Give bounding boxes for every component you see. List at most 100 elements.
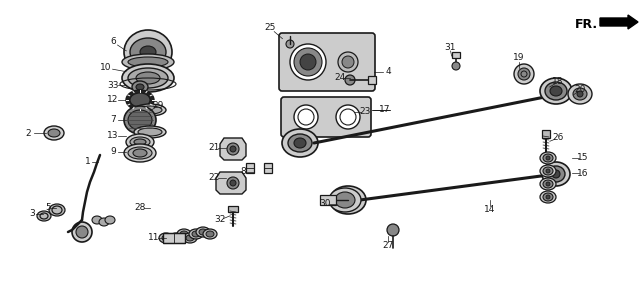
- Circle shape: [342, 56, 354, 68]
- Ellipse shape: [573, 88, 587, 100]
- Ellipse shape: [335, 192, 355, 208]
- Ellipse shape: [134, 126, 166, 138]
- Ellipse shape: [132, 81, 148, 93]
- Ellipse shape: [199, 229, 207, 235]
- Circle shape: [227, 177, 239, 189]
- Text: 22: 22: [209, 173, 220, 182]
- Ellipse shape: [126, 134, 154, 150]
- FancyArrow shape: [600, 15, 638, 29]
- FancyBboxPatch shape: [279, 33, 375, 91]
- Ellipse shape: [540, 78, 572, 104]
- Text: 32: 32: [214, 216, 226, 225]
- Ellipse shape: [128, 68, 168, 88]
- Ellipse shape: [48, 129, 60, 137]
- Ellipse shape: [122, 54, 174, 70]
- Ellipse shape: [177, 229, 191, 239]
- Ellipse shape: [136, 84, 144, 90]
- Ellipse shape: [140, 46, 156, 58]
- Text: 7: 7: [110, 115, 116, 124]
- Text: 26: 26: [552, 133, 564, 142]
- Circle shape: [230, 146, 236, 152]
- Text: 1: 1: [85, 157, 91, 167]
- Ellipse shape: [545, 82, 567, 100]
- Bar: [163, 233, 185, 243]
- FancyBboxPatch shape: [281, 97, 371, 137]
- Ellipse shape: [329, 188, 361, 212]
- Text: 30: 30: [319, 200, 331, 209]
- Circle shape: [290, 44, 326, 80]
- Ellipse shape: [518, 68, 530, 80]
- Text: 11: 11: [148, 234, 160, 243]
- Text: 17: 17: [380, 105, 391, 114]
- Bar: [264, 163, 272, 173]
- Ellipse shape: [196, 227, 210, 237]
- Ellipse shape: [124, 30, 172, 74]
- Ellipse shape: [128, 110, 152, 130]
- Ellipse shape: [172, 235, 180, 241]
- Ellipse shape: [138, 106, 162, 114]
- Bar: [320, 195, 336, 205]
- Ellipse shape: [124, 144, 156, 162]
- Ellipse shape: [136, 72, 160, 84]
- Ellipse shape: [130, 93, 150, 107]
- Ellipse shape: [330, 186, 366, 214]
- Text: FR.: FR.: [575, 18, 598, 31]
- Text: 23: 23: [359, 108, 371, 117]
- Circle shape: [546, 195, 550, 199]
- Text: 21: 21: [208, 144, 220, 153]
- Ellipse shape: [128, 57, 168, 67]
- Ellipse shape: [128, 147, 152, 159]
- Text: 20: 20: [574, 85, 586, 94]
- Text: 4: 4: [385, 67, 391, 76]
- Circle shape: [452, 62, 460, 70]
- Circle shape: [546, 169, 550, 173]
- Ellipse shape: [169, 233, 183, 243]
- Text: 31: 31: [444, 44, 456, 53]
- Ellipse shape: [568, 84, 592, 104]
- Ellipse shape: [294, 138, 306, 148]
- Ellipse shape: [336, 191, 360, 209]
- Ellipse shape: [540, 165, 556, 177]
- Text: 29: 29: [152, 101, 164, 110]
- Ellipse shape: [543, 167, 553, 175]
- Circle shape: [294, 48, 322, 76]
- Ellipse shape: [577, 91, 583, 97]
- Ellipse shape: [122, 64, 174, 92]
- Ellipse shape: [44, 126, 64, 140]
- Ellipse shape: [134, 139, 146, 145]
- Circle shape: [294, 105, 318, 129]
- Ellipse shape: [99, 218, 109, 226]
- Text: 2: 2: [25, 128, 31, 137]
- Ellipse shape: [162, 235, 170, 241]
- Ellipse shape: [203, 229, 217, 239]
- Bar: [368, 76, 376, 84]
- Circle shape: [338, 52, 358, 72]
- Ellipse shape: [130, 38, 166, 66]
- Text: 12: 12: [108, 96, 118, 105]
- Ellipse shape: [126, 90, 154, 110]
- Text: 16: 16: [577, 169, 589, 178]
- Text: 6: 6: [110, 37, 116, 46]
- Bar: [228, 206, 238, 212]
- Bar: [246, 163, 254, 173]
- Text: 10: 10: [100, 64, 112, 72]
- Ellipse shape: [124, 106, 156, 134]
- Circle shape: [345, 75, 355, 85]
- Text: 15: 15: [577, 153, 589, 162]
- Ellipse shape: [134, 104, 166, 116]
- Ellipse shape: [540, 191, 556, 203]
- Text: 5: 5: [45, 203, 51, 212]
- Text: 19: 19: [513, 53, 525, 62]
- Text: 28: 28: [134, 203, 146, 212]
- Text: 3: 3: [29, 210, 35, 219]
- Text: 33: 33: [108, 80, 119, 90]
- Polygon shape: [220, 138, 246, 160]
- Circle shape: [230, 180, 236, 186]
- Circle shape: [76, 226, 88, 238]
- Ellipse shape: [180, 231, 188, 237]
- Ellipse shape: [133, 149, 147, 157]
- Ellipse shape: [343, 195, 353, 205]
- Ellipse shape: [186, 235, 194, 241]
- Ellipse shape: [543, 154, 553, 162]
- Bar: [542, 130, 550, 138]
